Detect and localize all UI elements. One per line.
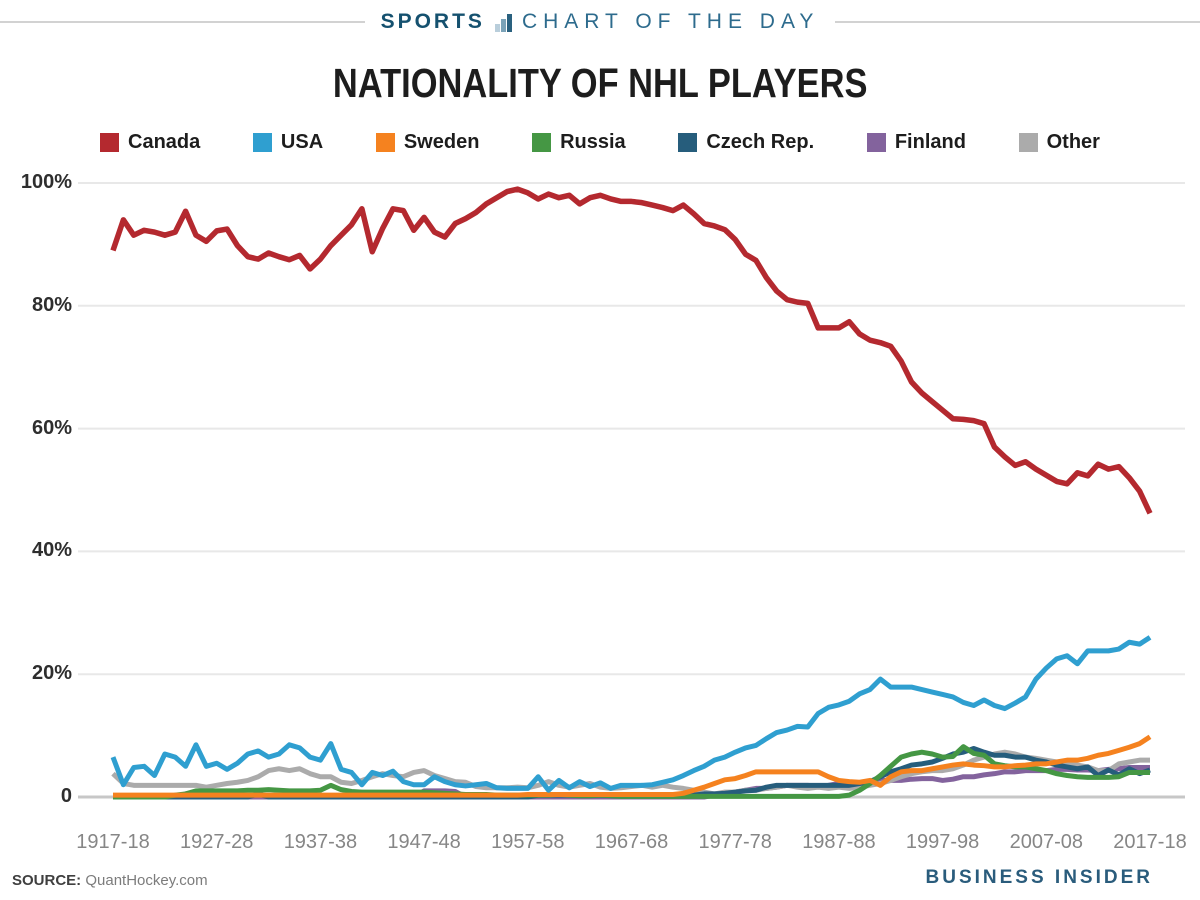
- legend-label: Sweden: [403, 131, 480, 153]
- legend-item-sweden: Sweden: [375, 131, 480, 154]
- legend-item-canada: Canada: [100, 131, 200, 154]
- y-tick-label: 0: [60, 785, 72, 807]
- legend-item-finland: Finland: [866, 131, 966, 154]
- x-tick-label: 1927-28: [179, 831, 254, 853]
- series-line-usa: [110, 635, 1152, 793]
- x-tick-label: 1977-78: [698, 831, 772, 853]
- source-value: QuantHockey.com: [85, 872, 208, 889]
- legend-item-other: Other: [1018, 131, 1100, 154]
- y-tick-label: 40%: [31, 539, 72, 562]
- masthead-chart-of-the-day-label: CHART OF THE DAY: [521, 10, 820, 33]
- legend-swatch: [1018, 133, 1038, 152]
- legend: Canada USA Sweden Russia Czech Rep. Finland Ot…: [100, 131, 1100, 154]
- x-tick-label: 1997-98: [905, 831, 980, 853]
- brand-logo: BUSINESS INSIDER: [925, 867, 1153, 888]
- legend-item-russia: Russia: [532, 131, 626, 154]
- x-tick-label: 1947-48: [387, 831, 461, 853]
- x-tick-label: 2017-18: [1113, 831, 1187, 853]
- legend-swatch: [375, 133, 395, 152]
- masthead-left-rule: [0, 21, 365, 23]
- x-tick-label: 1917-18: [76, 831, 150, 853]
- legend-item-czech-rep: Czech Rep.: [678, 131, 814, 154]
- source-label: SOURCE:: [12, 872, 82, 889]
- legend-swatch: [678, 133, 698, 152]
- legend-label: Czech Rep.: [706, 131, 815, 153]
- y-tick-label: 100%: [20, 171, 72, 193]
- x-tick-label: 1957-58: [491, 831, 565, 853]
- y-tick-label: 80%: [31, 293, 72, 316]
- series-line-sweden: [113, 734, 1152, 798]
- legend-label: Russia: [560, 131, 626, 153]
- legend-swatch: [532, 133, 552, 152]
- legend-swatch: [252, 133, 272, 152]
- title-wrap: NATIONALITY OF NHL PLAYERS: [0, 60, 1200, 107]
- masthead-sports-label: SPORTS: [380, 10, 485, 33]
- legend-swatch: [866, 133, 886, 152]
- x-tick-label: 1987-88: [802, 831, 876, 853]
- legend-label: Finland: [894, 131, 966, 153]
- legend-item-usa: USA: [252, 131, 324, 154]
- legend-label: Canada: [128, 131, 201, 153]
- y-tick-label: 60%: [31, 416, 72, 439]
- legend-label: Other: [1046, 131, 1100, 153]
- page-title: NATIONALITY OF NHL PLAYERS: [332, 60, 868, 106]
- series-line-canada: [110, 186, 1153, 515]
- x-tick-label: 2007-08: [1009, 831, 1083, 853]
- gridlines: [78, 182, 1185, 799]
- masthead-content: SPORTS CHART OF THE DAY: [381, 10, 820, 34]
- masthead: SPORTS CHART OF THE DAY: [0, 10, 1200, 34]
- x-tick-label: 1967-68: [594, 831, 669, 853]
- x-tick-label: 1937-38: [283, 831, 358, 853]
- masthead-right-rule: [835, 21, 1200, 23]
- legend-label: USA: [280, 131, 324, 153]
- y-tick-label: 20%: [31, 662, 72, 685]
- bar-chart-icon: [494, 14, 513, 32]
- legend-swatch: [100, 133, 119, 152]
- source-line: SOURCE: QuantHockey.com: [12, 872, 208, 889]
